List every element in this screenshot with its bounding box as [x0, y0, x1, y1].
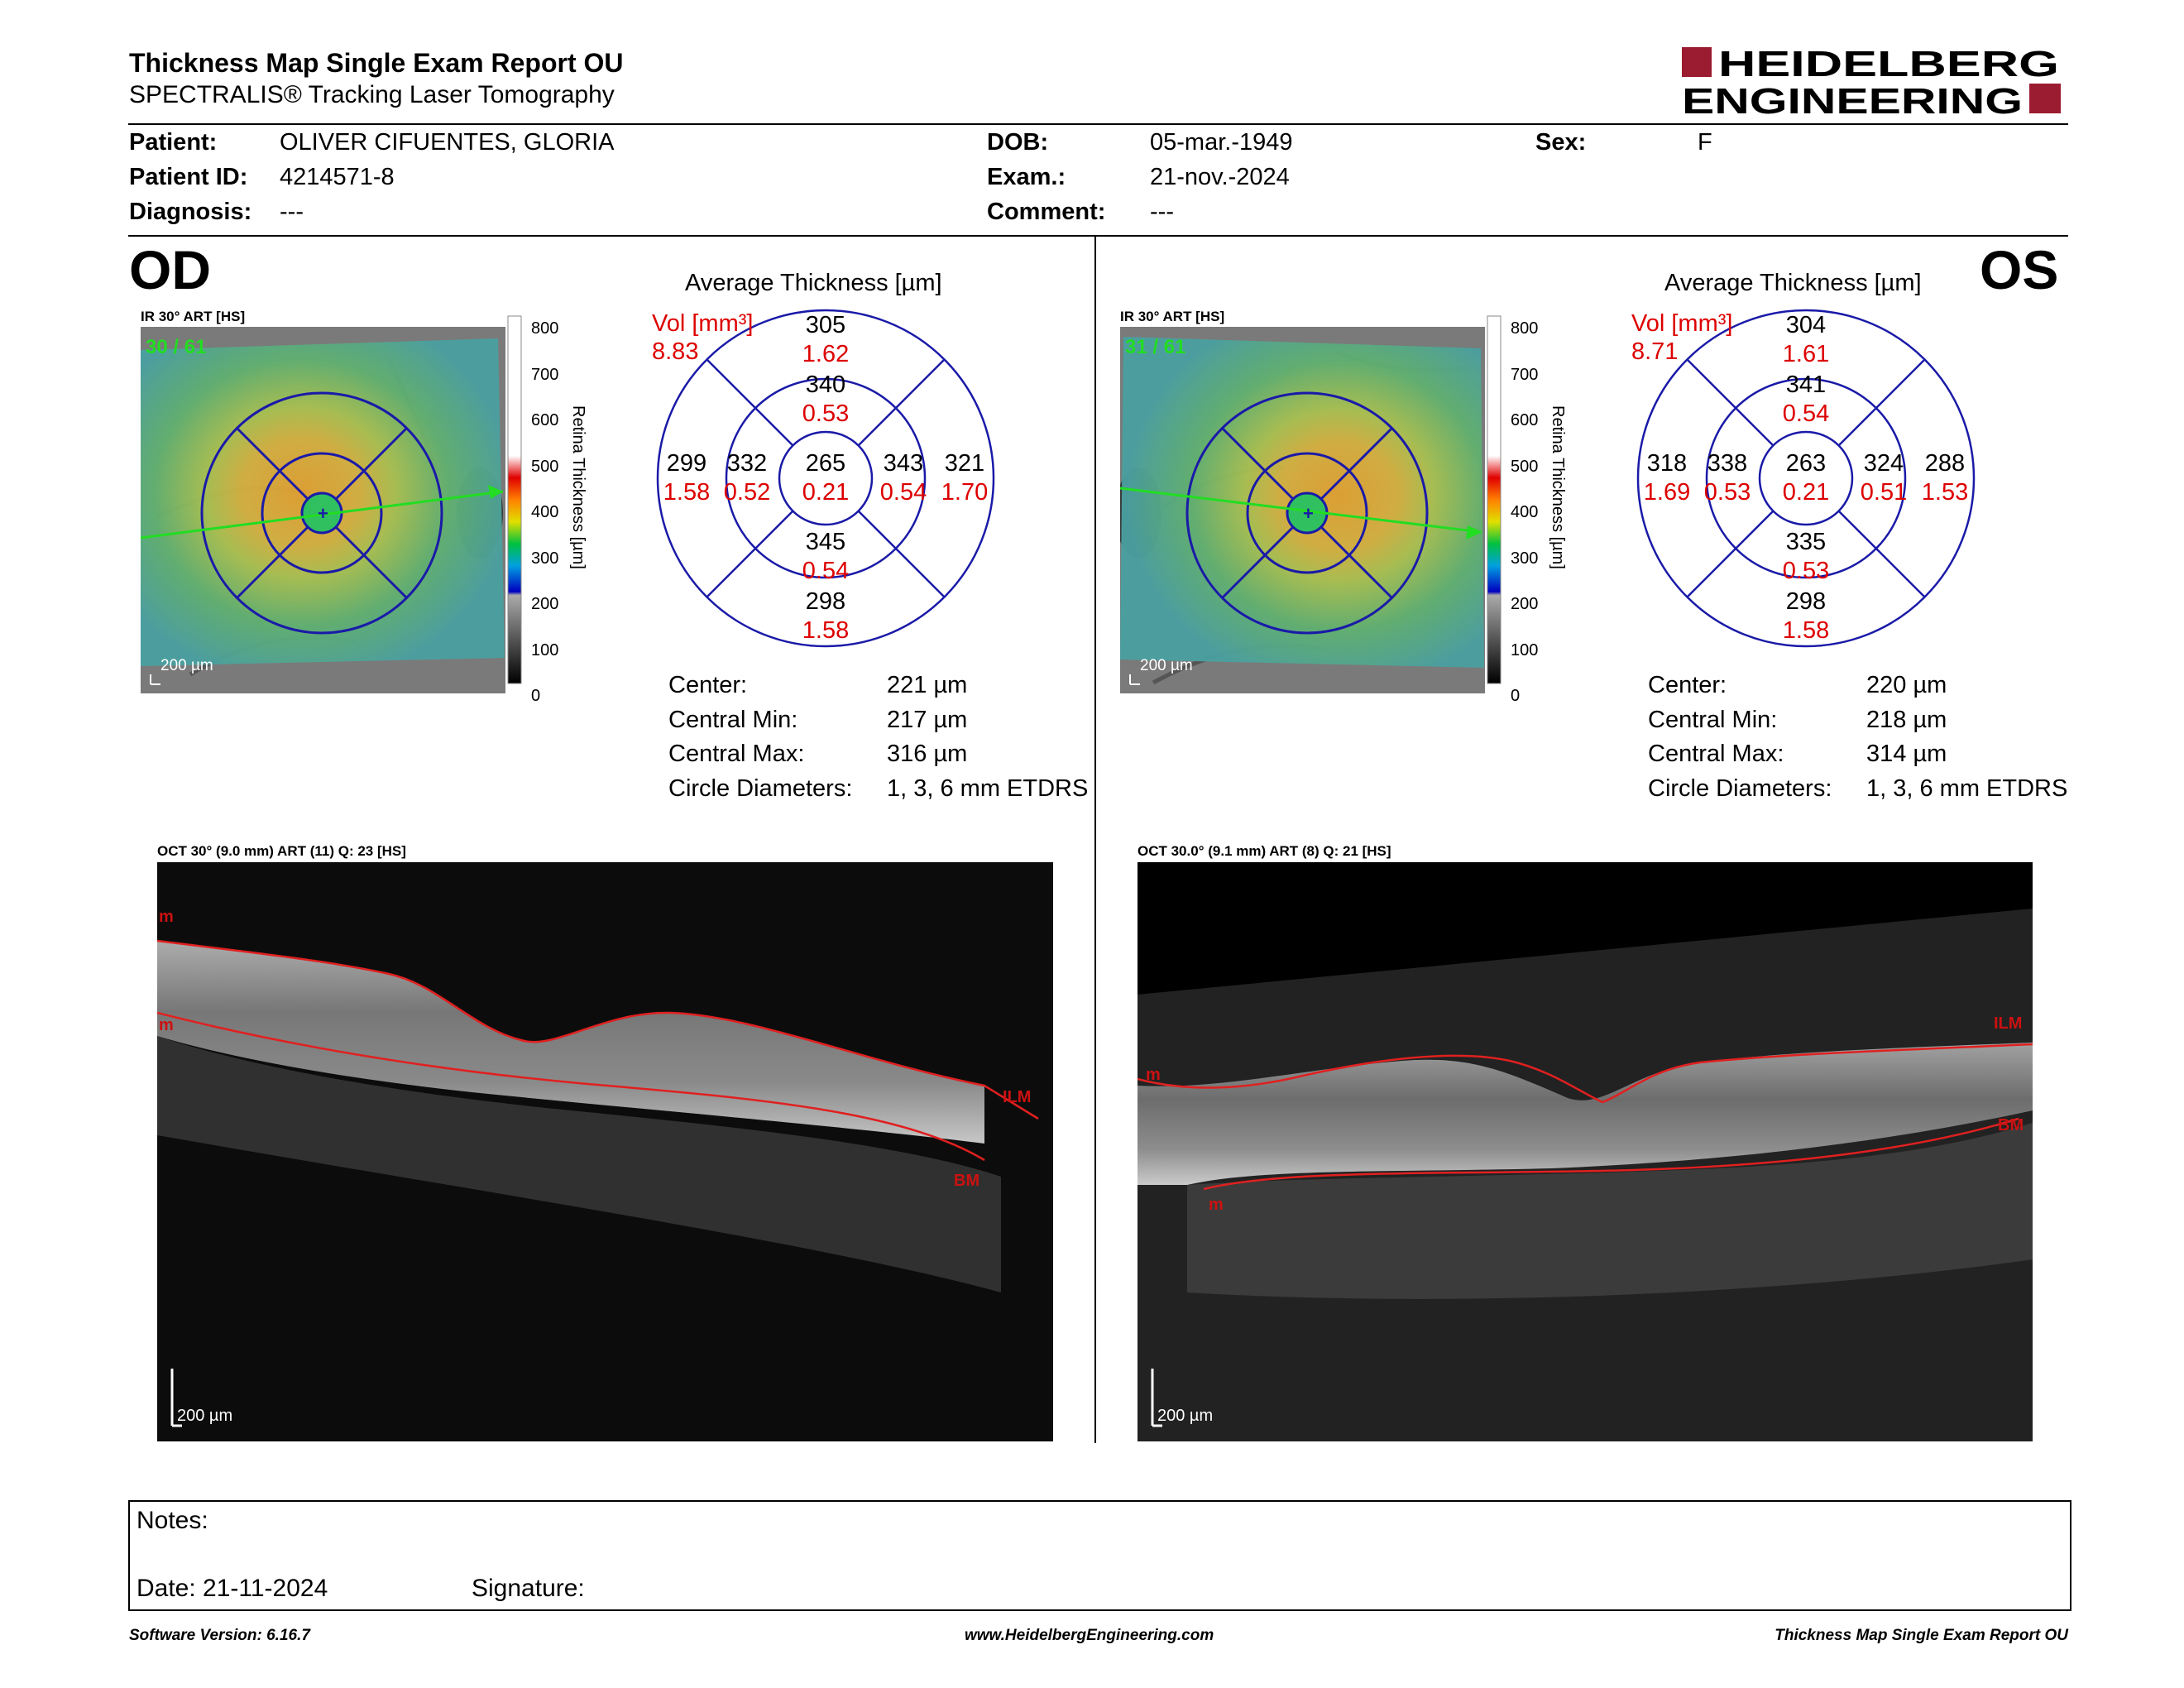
dob-label: DOB: — [987, 129, 1049, 156]
logo-line2: ENGINEERING — [1682, 81, 2023, 117]
notes-label: Notes: — [136, 1507, 208, 1534]
os-sector-inf-outer: 298 1.58 — [1782, 588, 1830, 644]
od-sector-temp-inner: 332 0.52 — [723, 450, 771, 506]
od-sector-sup-outer: 305 1.62 — [802, 312, 850, 367]
os-avg-title: Average Thickness [µm] — [1664, 270, 1922, 296]
os-oct-bscan: m m ILM BM 200 µm — [1137, 862, 2033, 1441]
os-oct-m1: m — [1146, 1066, 1161, 1084]
diagnosis-label: Diagnosis: — [129, 199, 252, 225]
patient-id: 4214571-8 — [280, 164, 395, 190]
os-frame-count: 31 / 61 — [1125, 336, 1185, 358]
od-sector-inf-outer: 298 1.58 — [802, 588, 850, 644]
svg-text:+: + — [318, 503, 328, 524]
os-fundus-thickness-map: + 31 / 61 200 µm — [1115, 327, 1485, 693]
exam-label: Exam.: — [987, 164, 1066, 190]
report-title: Thickness Map Single Exam Report OU — [129, 48, 624, 78]
footer-software-version: Software Version: 6.16.7 — [129, 1627, 310, 1644]
footer-website[interactable]: www.HeidelbergEngineering.com — [965, 1627, 1214, 1644]
os-map-scale: 200 µm — [1140, 657, 1193, 674]
os-oct-bm: BM — [1998, 1116, 2024, 1134]
patient-id-label: Patient ID: — [129, 164, 248, 190]
od-thickness-colorbar: 800 700 600 500 400 300 200 100 0 Retina Thickne… — [506, 306, 630, 705]
od-stats-labels: Center: Central Min: Central Max: Circle Di… — [668, 672, 853, 802]
od-avg-title: Average Thickness [µm] — [685, 270, 942, 296]
os-sector-nas-inner: 338 0.53 — [1703, 450, 1751, 506]
signature-label: Signature: — [472, 1575, 585, 1602]
od-oct-bm: BM — [954, 1172, 979, 1190]
heidelberg-logo: HEIDELBERG ENGINEERING — [1682, 44, 2062, 122]
od-sector-center: 265 0.21 — [802, 450, 850, 506]
os-colorbar-ticks: 800 700 600 500 400 300 200 100 0 — [1511, 319, 1539, 705]
od-fundus-thickness-map: + 30 / 61 200 µm — [140, 327, 505, 693]
os-oct-caption: OCT 30.0° (9.1 mm) ART (8) Q: 21 [HS] — [1138, 843, 1391, 859]
od-sector-nas-inner: 343 0.54 — [879, 450, 927, 506]
od-etdrs-grid — [637, 296, 1018, 660]
os-oct-m2: m — [1209, 1196, 1224, 1214]
os-colorbar-title: Retina Thickness [µm] — [1549, 405, 1567, 569]
os-sector-temp-inner: 324 0.51 — [1860, 450, 1908, 506]
report-subtitle: SPECTRALIS® Tracking Laser Tomography — [129, 81, 615, 108]
comment-value: --- — [1150, 199, 1174, 225]
comment-label: Comment: — [987, 199, 1106, 225]
os-sector-temp-outer: 288 1.53 — [1921, 450, 1969, 506]
od-oct-m1: m — [159, 908, 174, 926]
exam-value: 21-nov.-2024 — [1150, 164, 1290, 190]
od-oct-bscan: m m ILM BM 200 µm — [156, 862, 1053, 1441]
od-colorbar-title: Retina Thickness [µm] — [569, 405, 587, 569]
os-eye-label: OS — [1980, 239, 2059, 300]
svg-text:+: + — [1303, 503, 1314, 524]
os-vol: Vol [mm³] 8.71 — [1631, 310, 1733, 365]
os-sector-sup-outer: 304 1.61 — [1782, 312, 1830, 367]
od-sector-inf-inner: 345 0.54 — [802, 529, 850, 584]
od-sector-sup-inner: 340 0.53 — [802, 372, 850, 427]
os-stats-values: 220 µm 218 µm 314 µm 1, 3, 6 mm ETDRS — [1866, 672, 2068, 802]
patient-label: Patient: — [129, 129, 218, 156]
diagnosis-value: --- — [280, 199, 304, 225]
od-oct-scale: 200 µm — [177, 1407, 232, 1425]
od-map-scale: 200 µm — [160, 657, 213, 674]
logo-line1: HEIDELBERG — [1718, 46, 2059, 84]
od-sector-temp-outer: 299 1.58 — [663, 450, 711, 506]
od-stats-values: 221 µm 217 µm 316 µm 1, 3, 6 mm ETDRS — [887, 672, 1089, 802]
od-eye-label: OD — [129, 239, 211, 300]
dob-value: 05-mar.-1949 — [1150, 129, 1293, 156]
od-vol: Vol [mm³] 8.83 — [652, 310, 754, 365]
od-frame-count: 30 / 61 — [146, 336, 206, 358]
os-stats-labels: Center: Central Min: Central Max: Circle Di… — [1648, 672, 1832, 802]
eye-divider — [1094, 237, 1096, 1443]
notes-box[interactable]: Notes: Date: 21-11-2024 Signature: — [128, 1500, 2071, 1611]
os-oct-scale: 200 µm — [1157, 1407, 1213, 1425]
os-sector-center: 263 0.21 — [1782, 450, 1830, 506]
os-sector-nas-outer: 318 1.69 — [1643, 450, 1691, 506]
sex-label: Sex: — [1535, 129, 1587, 156]
os-thickness-colorbar: 800 700 600 500 400 300 200 100 0 Retina Thickne… — [1486, 306, 1610, 705]
sex-value: F — [1698, 129, 1712, 156]
od-ir-caption: IR 30° ART [HS] — [141, 309, 246, 324]
os-oct-ilm: ILM — [1994, 1014, 2022, 1033]
od-colorbar-ticks: 800 700 600 500 400 300 200 100 0 — [531, 319, 559, 705]
patient-name: OLIVER CIFUENTES, GLORIA — [280, 129, 615, 156]
od-oct-m2: m — [159, 1016, 174, 1034]
od-oct-caption: OCT 30° (9.0 mm) ART (11) Q: 23 [HS] — [157, 843, 406, 859]
os-ir-caption: IR 30° ART [HS] — [1120, 309, 1225, 324]
os-etdrs-grid — [1617, 296, 1998, 660]
od-oct-ilm: ILM — [1003, 1088, 1031, 1106]
od-sector-nas-outer: 321 1.70 — [941, 450, 989, 506]
os-sector-sup-inner: 341 0.54 — [1782, 372, 1830, 427]
footer-report-name: Thickness Map Single Exam Report OU — [1774, 1627, 2068, 1644]
date-label: Date: 21-11-2024 — [136, 1575, 328, 1602]
os-sector-inf-inner: 335 0.53 — [1782, 529, 1830, 584]
